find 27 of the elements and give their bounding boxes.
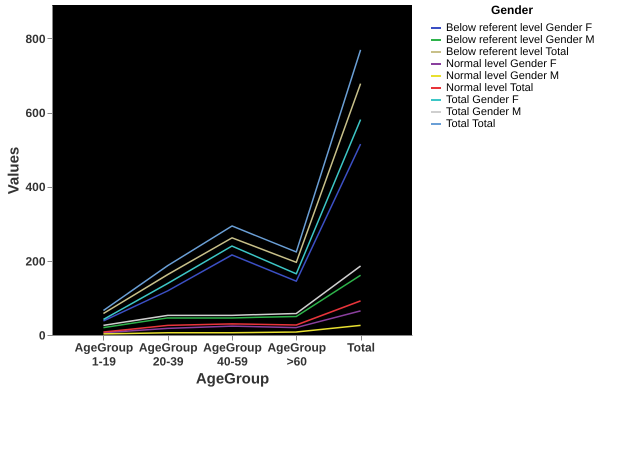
y-tick-label: 400 <box>25 180 46 194</box>
x-tick-label: Total <box>347 340 375 354</box>
x-tick-label: AgeGroup >60 <box>267 340 326 368</box>
x-tick-label: AgeGroup 40-59 <box>203 340 262 368</box>
line-series <box>102 310 362 334</box>
line-series <box>102 274 362 328</box>
y-tick-label: 200 <box>25 254 46 268</box>
y-tick-label: 800 <box>25 32 46 46</box>
legend-label: Below referent level Gender F <box>446 22 592 34</box>
legend-label: Normal level Total <box>446 82 534 94</box>
legend-label: Below referent level Total <box>446 46 569 58</box>
x-tick-label: AgeGroup 20-39 <box>138 340 198 368</box>
x-axis-title: AgeGroup <box>196 370 270 388</box>
y-axis-title: Values <box>5 146 22 194</box>
legend-label: Below referent level Gender M <box>446 34 595 46</box>
line-series <box>102 324 362 335</box>
legend-label: Total Gender F <box>446 94 520 106</box>
legend-label: Normal level Gender M <box>446 70 560 82</box>
line-series <box>102 300 362 333</box>
line-series <box>102 265 362 326</box>
y-tick-label: 0 <box>38 328 46 342</box>
legend-label: Normal level Gender F <box>446 58 557 70</box>
legend-title: Gender <box>490 3 534 17</box>
y-tick-label: 600 <box>25 106 46 120</box>
x-tick-label: AgeGroup 1-19 <box>74 340 134 368</box>
legend-label: Total Total <box>446 118 496 130</box>
legend-label: Total Gender M <box>446 106 522 118</box>
